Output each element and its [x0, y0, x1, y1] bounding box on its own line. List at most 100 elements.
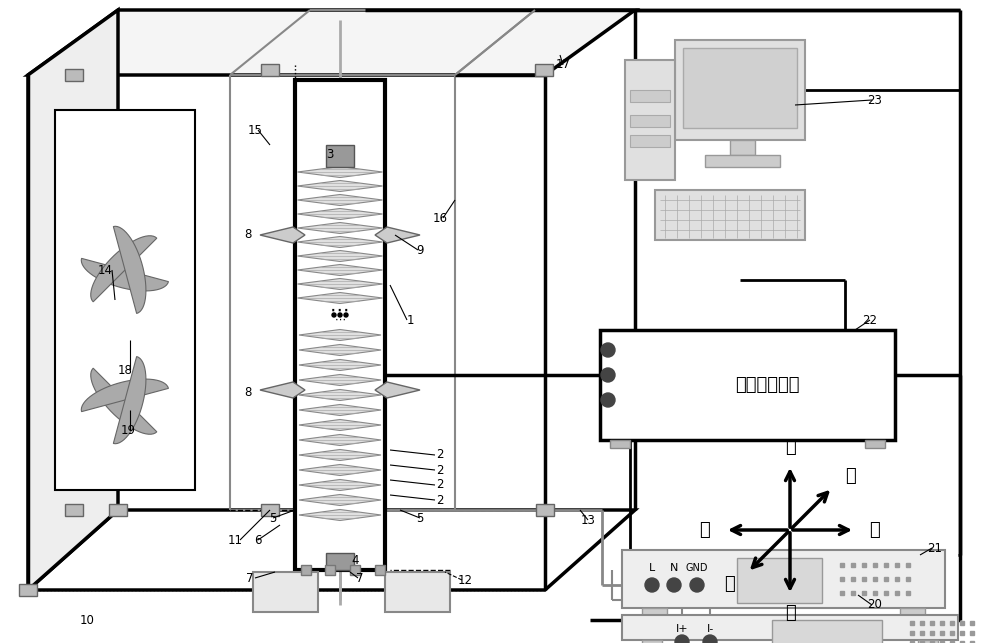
Text: 16: 16 — [432, 212, 448, 224]
Text: 后: 后 — [845, 467, 856, 485]
Polygon shape — [298, 278, 382, 289]
Polygon shape — [298, 167, 382, 177]
Bar — [918, 640, 938, 643]
Polygon shape — [299, 374, 381, 386]
Polygon shape — [298, 208, 382, 219]
Text: N: N — [670, 563, 678, 573]
Polygon shape — [81, 258, 168, 291]
Text: 2: 2 — [436, 464, 444, 476]
Polygon shape — [298, 251, 382, 262]
Circle shape — [690, 578, 704, 592]
Polygon shape — [299, 480, 381, 491]
Text: 2: 2 — [436, 449, 444, 462]
Bar — [350, 565, 360, 575]
Circle shape — [675, 635, 689, 643]
Bar — [65, 69, 83, 81]
Text: 左: 左 — [700, 521, 710, 539]
Text: 8: 8 — [244, 386, 252, 399]
Bar — [55, 110, 195, 490]
Text: 上: 上 — [785, 438, 795, 456]
Polygon shape — [91, 236, 157, 302]
Circle shape — [601, 343, 615, 357]
Polygon shape — [298, 293, 382, 303]
Text: 17: 17 — [556, 59, 570, 71]
Bar — [600, 330, 895, 440]
Bar — [737, 558, 822, 603]
Text: 21: 21 — [928, 541, 942, 554]
Bar — [536, 504, 554, 516]
Bar — [375, 565, 385, 575]
Polygon shape — [81, 379, 168, 412]
Polygon shape — [299, 494, 381, 505]
Text: 12: 12 — [458, 574, 473, 586]
Text: 光纤测温主机: 光纤测温主机 — [735, 376, 799, 394]
Polygon shape — [28, 10, 118, 590]
Text: 19: 19 — [120, 424, 136, 437]
Text: 3: 3 — [326, 149, 334, 161]
Polygon shape — [113, 226, 146, 314]
Bar — [655, 190, 805, 240]
Bar — [65, 504, 83, 516]
Text: 下: 下 — [785, 604, 795, 622]
Polygon shape — [299, 435, 381, 446]
Bar — [261, 504, 279, 516]
Polygon shape — [298, 237, 382, 248]
Text: I-: I- — [706, 624, 714, 634]
Polygon shape — [299, 345, 381, 356]
Bar — [295, 80, 385, 570]
Text: ⋯: ⋯ — [330, 300, 350, 320]
Polygon shape — [299, 329, 381, 341]
Bar — [535, 64, 553, 76]
Bar — [630, 90, 670, 102]
Bar — [622, 550, 945, 608]
Text: GND: GND — [686, 563, 708, 573]
Bar — [385, 572, 450, 612]
Circle shape — [645, 578, 659, 592]
Polygon shape — [299, 419, 381, 431]
Text: 11: 11 — [228, 534, 242, 547]
Bar — [642, 640, 662, 643]
Text: 15: 15 — [248, 123, 262, 136]
Bar — [630, 135, 670, 147]
Polygon shape — [299, 404, 381, 415]
Text: 2: 2 — [436, 493, 444, 507]
Circle shape — [344, 313, 348, 317]
Text: 4: 4 — [351, 554, 359, 566]
Polygon shape — [28, 10, 635, 75]
Text: 9: 9 — [416, 244, 424, 257]
Polygon shape — [298, 181, 382, 192]
Text: 5: 5 — [269, 511, 277, 525]
Circle shape — [667, 578, 681, 592]
Text: 1: 1 — [406, 314, 414, 327]
Bar — [675, 40, 805, 140]
Bar — [730, 140, 755, 155]
Bar — [900, 608, 925, 615]
Text: 8: 8 — [244, 228, 252, 242]
Bar — [865, 440, 885, 448]
Polygon shape — [260, 382, 305, 398]
Text: 2: 2 — [436, 478, 444, 491]
Polygon shape — [299, 509, 381, 520]
Polygon shape — [299, 464, 381, 476]
Circle shape — [601, 368, 615, 382]
Text: 7: 7 — [356, 572, 364, 584]
Polygon shape — [91, 368, 157, 434]
Polygon shape — [113, 356, 146, 444]
Text: 6: 6 — [254, 534, 262, 547]
Text: 前: 前 — [724, 575, 735, 593]
Bar — [625, 60, 675, 180]
Polygon shape — [299, 390, 381, 401]
Bar — [109, 504, 127, 516]
Bar — [683, 48, 797, 128]
Bar — [326, 145, 354, 167]
Bar — [610, 440, 630, 448]
Bar — [326, 553, 354, 570]
Text: 22: 22 — [862, 314, 878, 327]
Bar — [630, 115, 670, 127]
Circle shape — [338, 313, 342, 317]
Bar — [772, 620, 882, 643]
Polygon shape — [299, 449, 381, 460]
Bar — [261, 64, 279, 76]
Text: 14: 14 — [98, 264, 112, 276]
Polygon shape — [28, 510, 635, 590]
